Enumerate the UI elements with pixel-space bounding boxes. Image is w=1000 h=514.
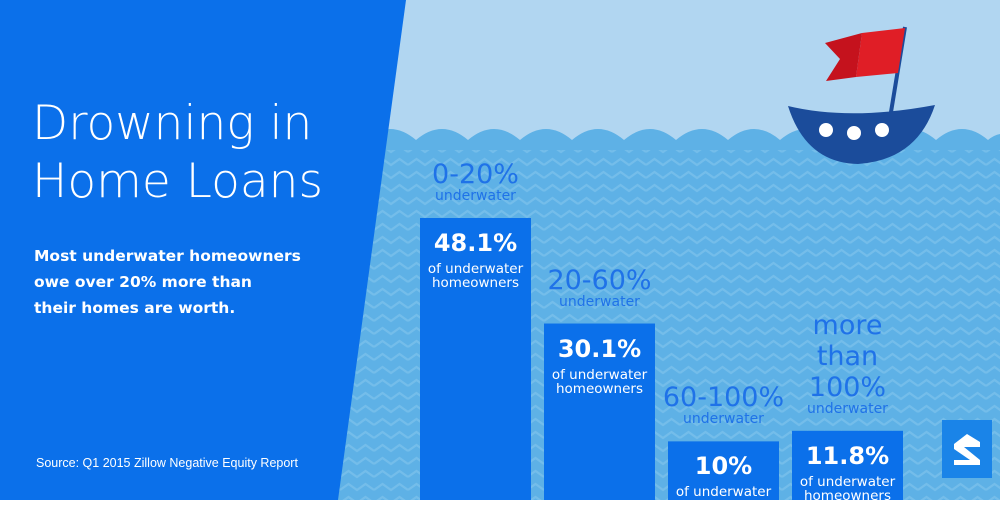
porthole xyxy=(847,126,861,140)
data-label-caption-line: of underwater xyxy=(427,261,524,277)
data-label-caption: of underwater homeowners xyxy=(668,485,779,513)
subtitle: Most underwater homeowners owe over 20% … xyxy=(34,243,334,321)
category-label-line: 0-20% xyxy=(432,159,519,190)
data-label-caption-line: homeowners xyxy=(679,498,768,514)
category-label: 60-100% xyxy=(654,382,794,413)
category-label: more than 100% xyxy=(778,310,918,403)
porthole xyxy=(875,123,889,137)
category-label-line: more xyxy=(812,309,883,341)
data-label: 11.8% xyxy=(805,441,890,470)
bar-group xyxy=(420,218,903,500)
bar-2 xyxy=(668,441,779,500)
left-panel xyxy=(0,0,406,500)
category-label: 20-60% xyxy=(530,265,670,296)
zillow-logo-icon xyxy=(942,420,992,478)
bar-0 xyxy=(420,218,531,500)
data-label-caption-line: of underwater xyxy=(675,484,772,501)
subtitle-line: their homes are worth. xyxy=(34,299,236,317)
data-label: 30.1% xyxy=(557,334,642,363)
title-line: Drowning in xyxy=(32,96,313,151)
category-note: underwater xyxy=(683,411,764,428)
title-line: Home Loans xyxy=(32,154,323,209)
subtitle-line: owe over 20% more than xyxy=(34,273,252,291)
data-label-caption-line: of underwater xyxy=(551,366,648,383)
data-label: 10% xyxy=(694,452,753,481)
category-label-line: 100% xyxy=(808,371,887,403)
category-label: 0-20% xyxy=(406,159,546,190)
data-label-caption: of underwater homeowners xyxy=(420,262,531,290)
bar-3 xyxy=(792,430,903,500)
data-label: 48.1% xyxy=(433,229,518,257)
data-label-caption-line: homeowners xyxy=(555,380,644,397)
flag-icon xyxy=(856,28,905,77)
source-note: Source: Q1 2015 Zillow Negative Equity R… xyxy=(36,456,298,470)
category-note: underwater xyxy=(435,188,516,204)
category-label-line: than xyxy=(816,340,879,372)
porthole xyxy=(819,123,833,137)
data-label-caption: of underwater homeowners xyxy=(792,475,903,503)
infographic-canvas xyxy=(0,0,1000,500)
boat-icon xyxy=(788,26,935,164)
category-label-line: 60-100% xyxy=(662,382,785,414)
category-note: underwater xyxy=(559,293,640,310)
subtitle-line: Most underwater homeowners xyxy=(34,247,301,265)
boat-hull xyxy=(788,105,935,164)
page-title: Drowning in Home Loans xyxy=(32,95,392,211)
data-label-caption-line: homeowners xyxy=(803,487,892,504)
flag-tail xyxy=(825,33,862,81)
category-note: underwater xyxy=(807,400,888,417)
data-label-caption-line: of underwater xyxy=(799,473,896,490)
data-label-caption-line: homeowners xyxy=(431,275,520,291)
bar-1 xyxy=(544,323,655,500)
data-label-caption: of underwater homeowners xyxy=(544,368,655,396)
category-label-line: 20-60% xyxy=(547,264,652,296)
